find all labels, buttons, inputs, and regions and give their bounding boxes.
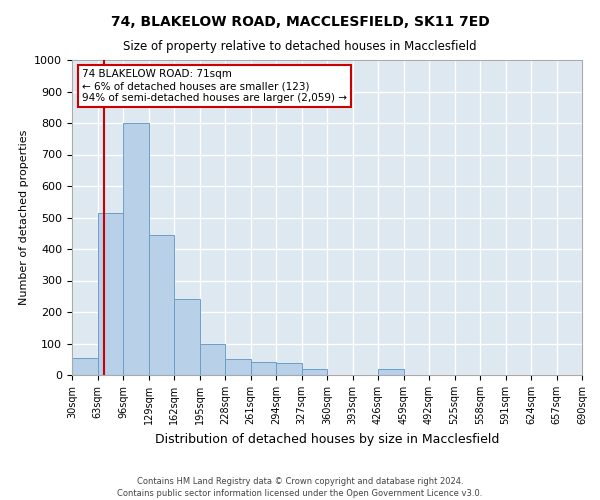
Bar <box>302 370 327 375</box>
Bar <box>225 359 251 375</box>
Bar <box>199 344 225 375</box>
Text: 74 BLAKELOW ROAD: 71sqm
← 6% of detached houses are smaller (123)
94% of semi-de: 74 BLAKELOW ROAD: 71sqm ← 6% of detached… <box>82 70 347 102</box>
Bar <box>174 300 199 375</box>
Bar <box>276 363 302 375</box>
Bar <box>149 235 174 375</box>
Text: Contains HM Land Registry data © Crown copyright and database right 2024.
Contai: Contains HM Land Registry data © Crown c… <box>118 476 482 498</box>
Bar <box>97 213 123 375</box>
Text: 74, BLAKELOW ROAD, MACCLESFIELD, SK11 7ED: 74, BLAKELOW ROAD, MACCLESFIELD, SK11 7E… <box>110 15 490 29</box>
Text: Size of property relative to detached houses in Macclesfield: Size of property relative to detached ho… <box>123 40 477 53</box>
Y-axis label: Number of detached properties: Number of detached properties <box>19 130 29 305</box>
Bar <box>123 123 149 375</box>
Bar <box>378 370 404 375</box>
Bar <box>72 358 97 375</box>
Bar <box>251 362 276 375</box>
X-axis label: Distribution of detached houses by size in Macclesfield: Distribution of detached houses by size … <box>155 432 499 446</box>
